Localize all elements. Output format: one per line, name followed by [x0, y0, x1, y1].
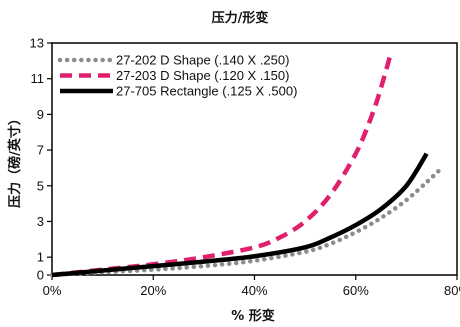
y-tick-label: 3	[37, 214, 44, 229]
series-27-202-line	[49, 165, 445, 278]
x-tick-label: 20%	[140, 283, 166, 298]
y-tick-label: 0	[37, 268, 44, 283]
x-tick-label: 0%	[43, 283, 62, 298]
chart-title: 压力/形变	[212, 10, 269, 26]
x-axis-ticks: 0% 20% 40% 60% 80%	[43, 275, 460, 298]
x-tick-label: 40%	[241, 283, 267, 298]
legend-item-27-705: 27-705 Rectangle (.125 X .500)	[60, 84, 297, 99]
y-tick-label: 13	[30, 36, 44, 51]
legend-label: 27-202 D Shape (.140 X .250)	[116, 53, 289, 68]
x-axis-label: % 形变	[231, 308, 275, 324]
series-27-705-line	[51, 152, 429, 278]
y-axis-label: 压力（磅/英寸）	[7, 112, 23, 208]
legend-label: 27-203 D Shape (.120 X .150)	[116, 68, 289, 83]
legend-item-27-203: 27-203 D Shape (.120 X .150)	[60, 68, 289, 83]
x-tick-label: 80%	[444, 283, 460, 298]
x-tick-label: 60%	[343, 283, 369, 298]
y-tick-label: 1	[37, 250, 44, 265]
legend-item-27-202: 27-202 D Shape (.140 X .250)	[57, 53, 289, 68]
y-tick-label: 5	[37, 178, 44, 193]
legend: 27-202 D Shape (.140 X .250)27-203 D Sha…	[57, 53, 297, 99]
y-tick-label: 7	[37, 143, 44, 158]
series-lines	[49, 51, 445, 278]
y-tick-label: 11	[31, 71, 45, 86]
y-tick-label: 9	[37, 107, 44, 122]
legend-label: 27-705 Rectangle (.125 X .500)	[116, 84, 297, 99]
